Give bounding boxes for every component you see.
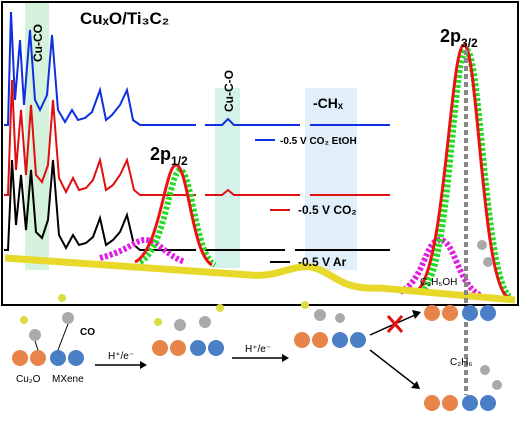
legend-label: -0.5 V Ar <box>298 255 347 269</box>
scheme-label: H⁺/e⁻ <box>108 351 134 362</box>
scheme-label: CO <box>80 327 95 338</box>
spectrum-black <box>4 159 390 251</box>
baseline <box>4 254 516 304</box>
fit-red <box>134 163 213 267</box>
peak-label: 2p3/2 <box>440 26 478 50</box>
spectrum-red <box>4 79 390 196</box>
scheme-label: Cu₂O <box>16 374 41 385</box>
frame <box>1 1 519 306</box>
band-label: Cu-C-O <box>222 70 236 112</box>
fit-magenta <box>99 236 187 265</box>
scheme-label: C₂H₆ <box>450 357 472 368</box>
band-label: Cu-CO <box>31 24 45 62</box>
band-label: -CHₓ <box>313 95 344 111</box>
title: CuₓO/Ti₃C₂ <box>80 9 169 28</box>
legend-label: -0.5 V CO₂ EtOH <box>280 136 357 147</box>
peak-label: 2p1/2 <box>150 144 188 168</box>
scheme-label: H⁺/e⁻ <box>245 344 271 355</box>
legend-label: -0.5 V CO₂ <box>298 203 357 217</box>
scheme-label: C₂H₅OH <box>420 277 457 288</box>
band-cu-c-o <box>215 88 240 268</box>
fit-red-2 <box>414 43 509 299</box>
spectrum-blue <box>4 11 390 126</box>
band-chx <box>305 88 357 270</box>
scheme <box>12 240 502 411</box>
scheme-label: MXene <box>52 374 84 385</box>
fit-green-2 <box>417 46 513 301</box>
